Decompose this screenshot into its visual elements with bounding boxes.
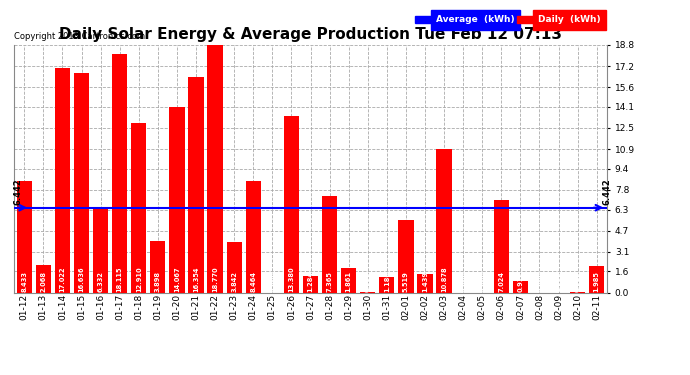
Text: 12.910: 12.910 xyxy=(136,266,141,292)
Text: 0.000: 0.000 xyxy=(555,271,562,292)
Bar xyxy=(322,195,337,292)
Text: 18.770: 18.770 xyxy=(212,266,218,292)
Bar xyxy=(17,182,32,292)
Bar xyxy=(74,74,89,292)
Text: 8.464: 8.464 xyxy=(250,271,256,292)
Text: 3.898: 3.898 xyxy=(155,271,161,292)
Bar xyxy=(589,266,604,292)
Text: 0.013: 0.013 xyxy=(575,271,580,292)
Bar xyxy=(513,280,528,292)
Text: 0.000: 0.000 xyxy=(269,271,275,292)
Bar xyxy=(93,209,108,292)
Text: 1.439: 1.439 xyxy=(422,271,428,292)
Bar xyxy=(341,268,356,292)
Text: 0.000: 0.000 xyxy=(480,271,485,292)
Text: 16.354: 16.354 xyxy=(193,266,199,292)
Bar xyxy=(398,220,413,292)
Bar xyxy=(169,107,184,292)
Bar xyxy=(208,45,223,292)
Title: Daily Solar Energy & Average Production Tue Feb 12 07:13: Daily Solar Energy & Average Production … xyxy=(59,27,562,42)
Text: 14.067: 14.067 xyxy=(174,266,180,292)
Text: 6.442: 6.442 xyxy=(602,178,612,205)
Text: 8.433: 8.433 xyxy=(21,271,28,292)
Bar xyxy=(226,242,242,292)
Bar xyxy=(246,181,261,292)
Text: 0.000: 0.000 xyxy=(536,271,542,292)
Legend: Average  (kWh), Daily  (kWh): Average (kWh), Daily (kWh) xyxy=(413,13,602,26)
Text: 16.636: 16.636 xyxy=(79,266,85,292)
Text: 7.024: 7.024 xyxy=(498,271,504,292)
Text: 13.380: 13.380 xyxy=(288,266,295,292)
Text: 0.000: 0.000 xyxy=(460,271,466,292)
Text: 1.861: 1.861 xyxy=(346,271,352,292)
Bar xyxy=(437,149,452,292)
Bar xyxy=(131,123,146,292)
Text: 17.022: 17.022 xyxy=(59,266,66,292)
Bar xyxy=(150,241,166,292)
Text: Copyright 2013 Cartronics.com: Copyright 2013 Cartronics.com xyxy=(14,32,145,41)
Bar xyxy=(55,68,70,292)
Text: 3.842: 3.842 xyxy=(231,271,237,292)
Text: 6.442: 6.442 xyxy=(13,178,22,205)
Bar xyxy=(303,276,318,292)
Text: 2.068: 2.068 xyxy=(41,271,46,292)
Text: 1.284: 1.284 xyxy=(308,271,313,292)
Bar xyxy=(380,277,395,292)
Bar xyxy=(417,273,433,292)
Text: 5.519: 5.519 xyxy=(403,271,409,292)
Text: 0.911: 0.911 xyxy=(518,271,524,292)
Text: 18.115: 18.115 xyxy=(117,266,123,292)
Text: 6.332: 6.332 xyxy=(97,271,104,292)
Bar xyxy=(493,200,509,292)
Bar xyxy=(284,116,299,292)
Text: 10.878: 10.878 xyxy=(441,266,447,292)
Bar xyxy=(112,54,128,292)
Bar xyxy=(188,77,204,292)
Text: 0.056: 0.056 xyxy=(365,271,371,292)
Bar xyxy=(36,265,51,292)
Text: 1.186: 1.186 xyxy=(384,271,390,292)
Text: 7.365: 7.365 xyxy=(326,271,333,292)
Text: 1.985: 1.985 xyxy=(593,271,600,292)
